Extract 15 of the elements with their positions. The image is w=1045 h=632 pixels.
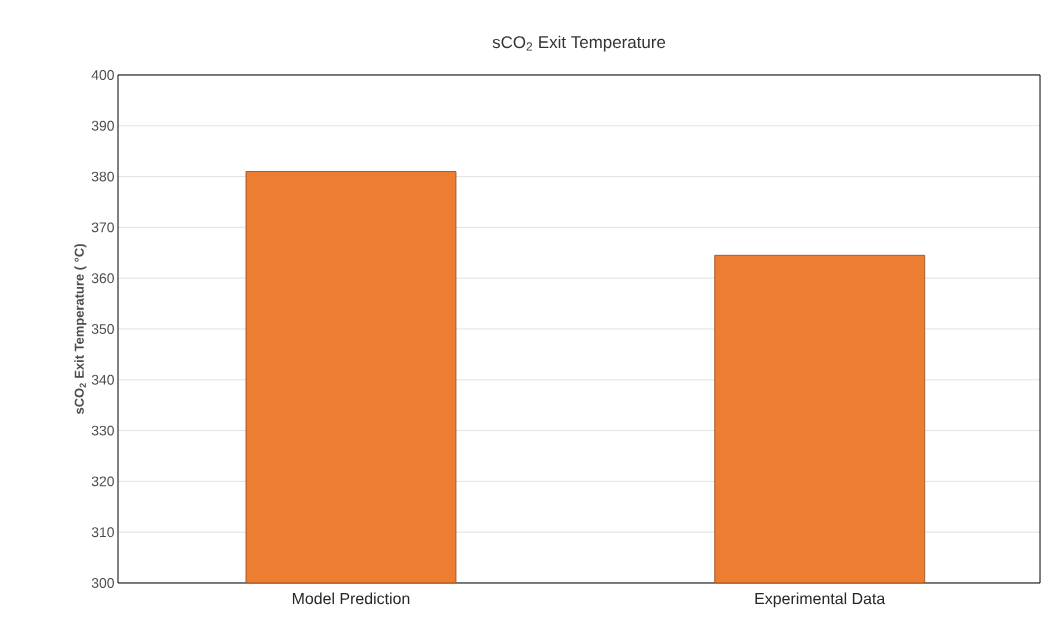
y-tick-label: 400 xyxy=(91,70,114,80)
y-tick-label: 350 xyxy=(91,324,114,334)
y-tick-label: 390 xyxy=(91,120,114,131)
y-tick-label: 300 xyxy=(91,578,114,588)
y-tick-label: 340 xyxy=(91,374,114,385)
y-tick-label: 310 xyxy=(91,527,114,538)
y-tick-label: 360 xyxy=(91,273,114,284)
y-tick-label: 380 xyxy=(91,171,114,182)
x-tick-label: Model Prediction xyxy=(292,592,410,605)
y-tick-label: 320 xyxy=(91,476,114,487)
y-tick-label: 370 xyxy=(91,222,114,233)
chart-title: sCO$_{2}$ Exit Temperature xyxy=(492,35,666,52)
x-tick-label: Experimental Data xyxy=(755,592,886,608)
y-axis-title: sCO$_{2}$ Exit Temperature ( °C) xyxy=(74,244,87,415)
y-tick-label: 330 xyxy=(91,425,114,436)
